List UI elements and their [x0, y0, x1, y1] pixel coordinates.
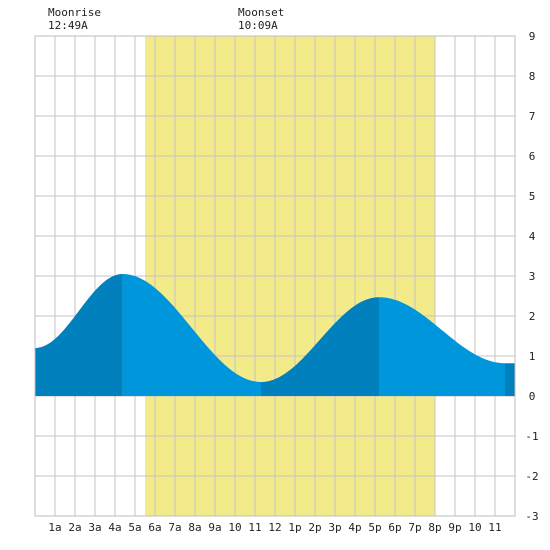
- x-axis-tick-labels: 1a 2a 3a 4a 5a 6a 7a 8a 9a 10 11 12 1p 2p 3p 4p 5p 6p 7p 8p…: [48, 521, 501, 534]
- x-tick-label: 7p: [408, 521, 421, 534]
- x-tick-label: 9a: [208, 521, 221, 534]
- grid-layer: [35, 35, 515, 517]
- x-tick-label: 11: [248, 521, 261, 534]
- x-tick-label: 2p: [308, 521, 321, 534]
- x-tick-label: 12: [268, 521, 281, 534]
- x-tick-label: 11: [488, 521, 501, 534]
- x-tick-label: 1p: [288, 521, 301, 534]
- x-tick-label: 2a: [68, 521, 81, 534]
- plot-frame: [34, 35, 516, 517]
- x-tick-label: 8p: [428, 521, 441, 534]
- y-tick-label: -1: [525, 430, 538, 443]
- y-tick-label: 2: [529, 310, 536, 323]
- x-tick-label: 10: [468, 521, 481, 534]
- tide-area-layer: [35, 274, 515, 396]
- y-tick-label: 8: [529, 70, 536, 83]
- moonrise-time: 12:49A: [48, 19, 88, 32]
- moonset-time: 10:09A: [238, 19, 278, 32]
- x-tick-label: 10: [228, 521, 241, 534]
- tide-area-segment: [122, 274, 261, 396]
- x-tick-label: 8a: [188, 521, 201, 534]
- x-tick-label: 3a: [88, 521, 101, 534]
- tide-area-segment: [379, 297, 505, 396]
- y-tick-label: 0: [529, 390, 536, 403]
- tide-area-segment: [505, 363, 515, 396]
- tide-area-segment: [35, 274, 123, 396]
- y-tick-label: -2: [525, 470, 538, 483]
- y-tick-label: 7: [529, 110, 536, 123]
- y-tick-label: 6: [529, 150, 536, 163]
- moonrise-label: Moonrise: [48, 6, 101, 19]
- x-tick-label: 3p: [328, 521, 341, 534]
- x-tick-label: 4a: [108, 521, 121, 534]
- y-tick-label: 5: [529, 190, 536, 203]
- x-tick-label: 5p: [368, 521, 381, 534]
- x-tick-label: 7a: [168, 521, 181, 534]
- x-tick-label: 9p: [448, 521, 461, 534]
- y-tick-label: 9: [529, 30, 536, 43]
- x-tick-label: 4p: [348, 521, 361, 534]
- moonset-label: Moonset: [238, 6, 284, 19]
- x-tick-label: 5a: [128, 521, 141, 534]
- x-tick-label: 6p: [388, 521, 401, 534]
- tide-area-segment: [261, 297, 379, 396]
- x-tick-label: 1a: [48, 521, 61, 534]
- x-tick-label: 6a: [148, 521, 161, 534]
- y-axis-tick-labels: -3 -2 -1 0 1 2 3 4 5 6 7 8 9: [525, 30, 538, 523]
- y-tick-label: 3: [529, 270, 536, 283]
- y-tick-label: -3: [525, 510, 538, 523]
- y-tick-label: 4: [529, 230, 536, 243]
- y-tick-label: 1: [529, 350, 536, 363]
